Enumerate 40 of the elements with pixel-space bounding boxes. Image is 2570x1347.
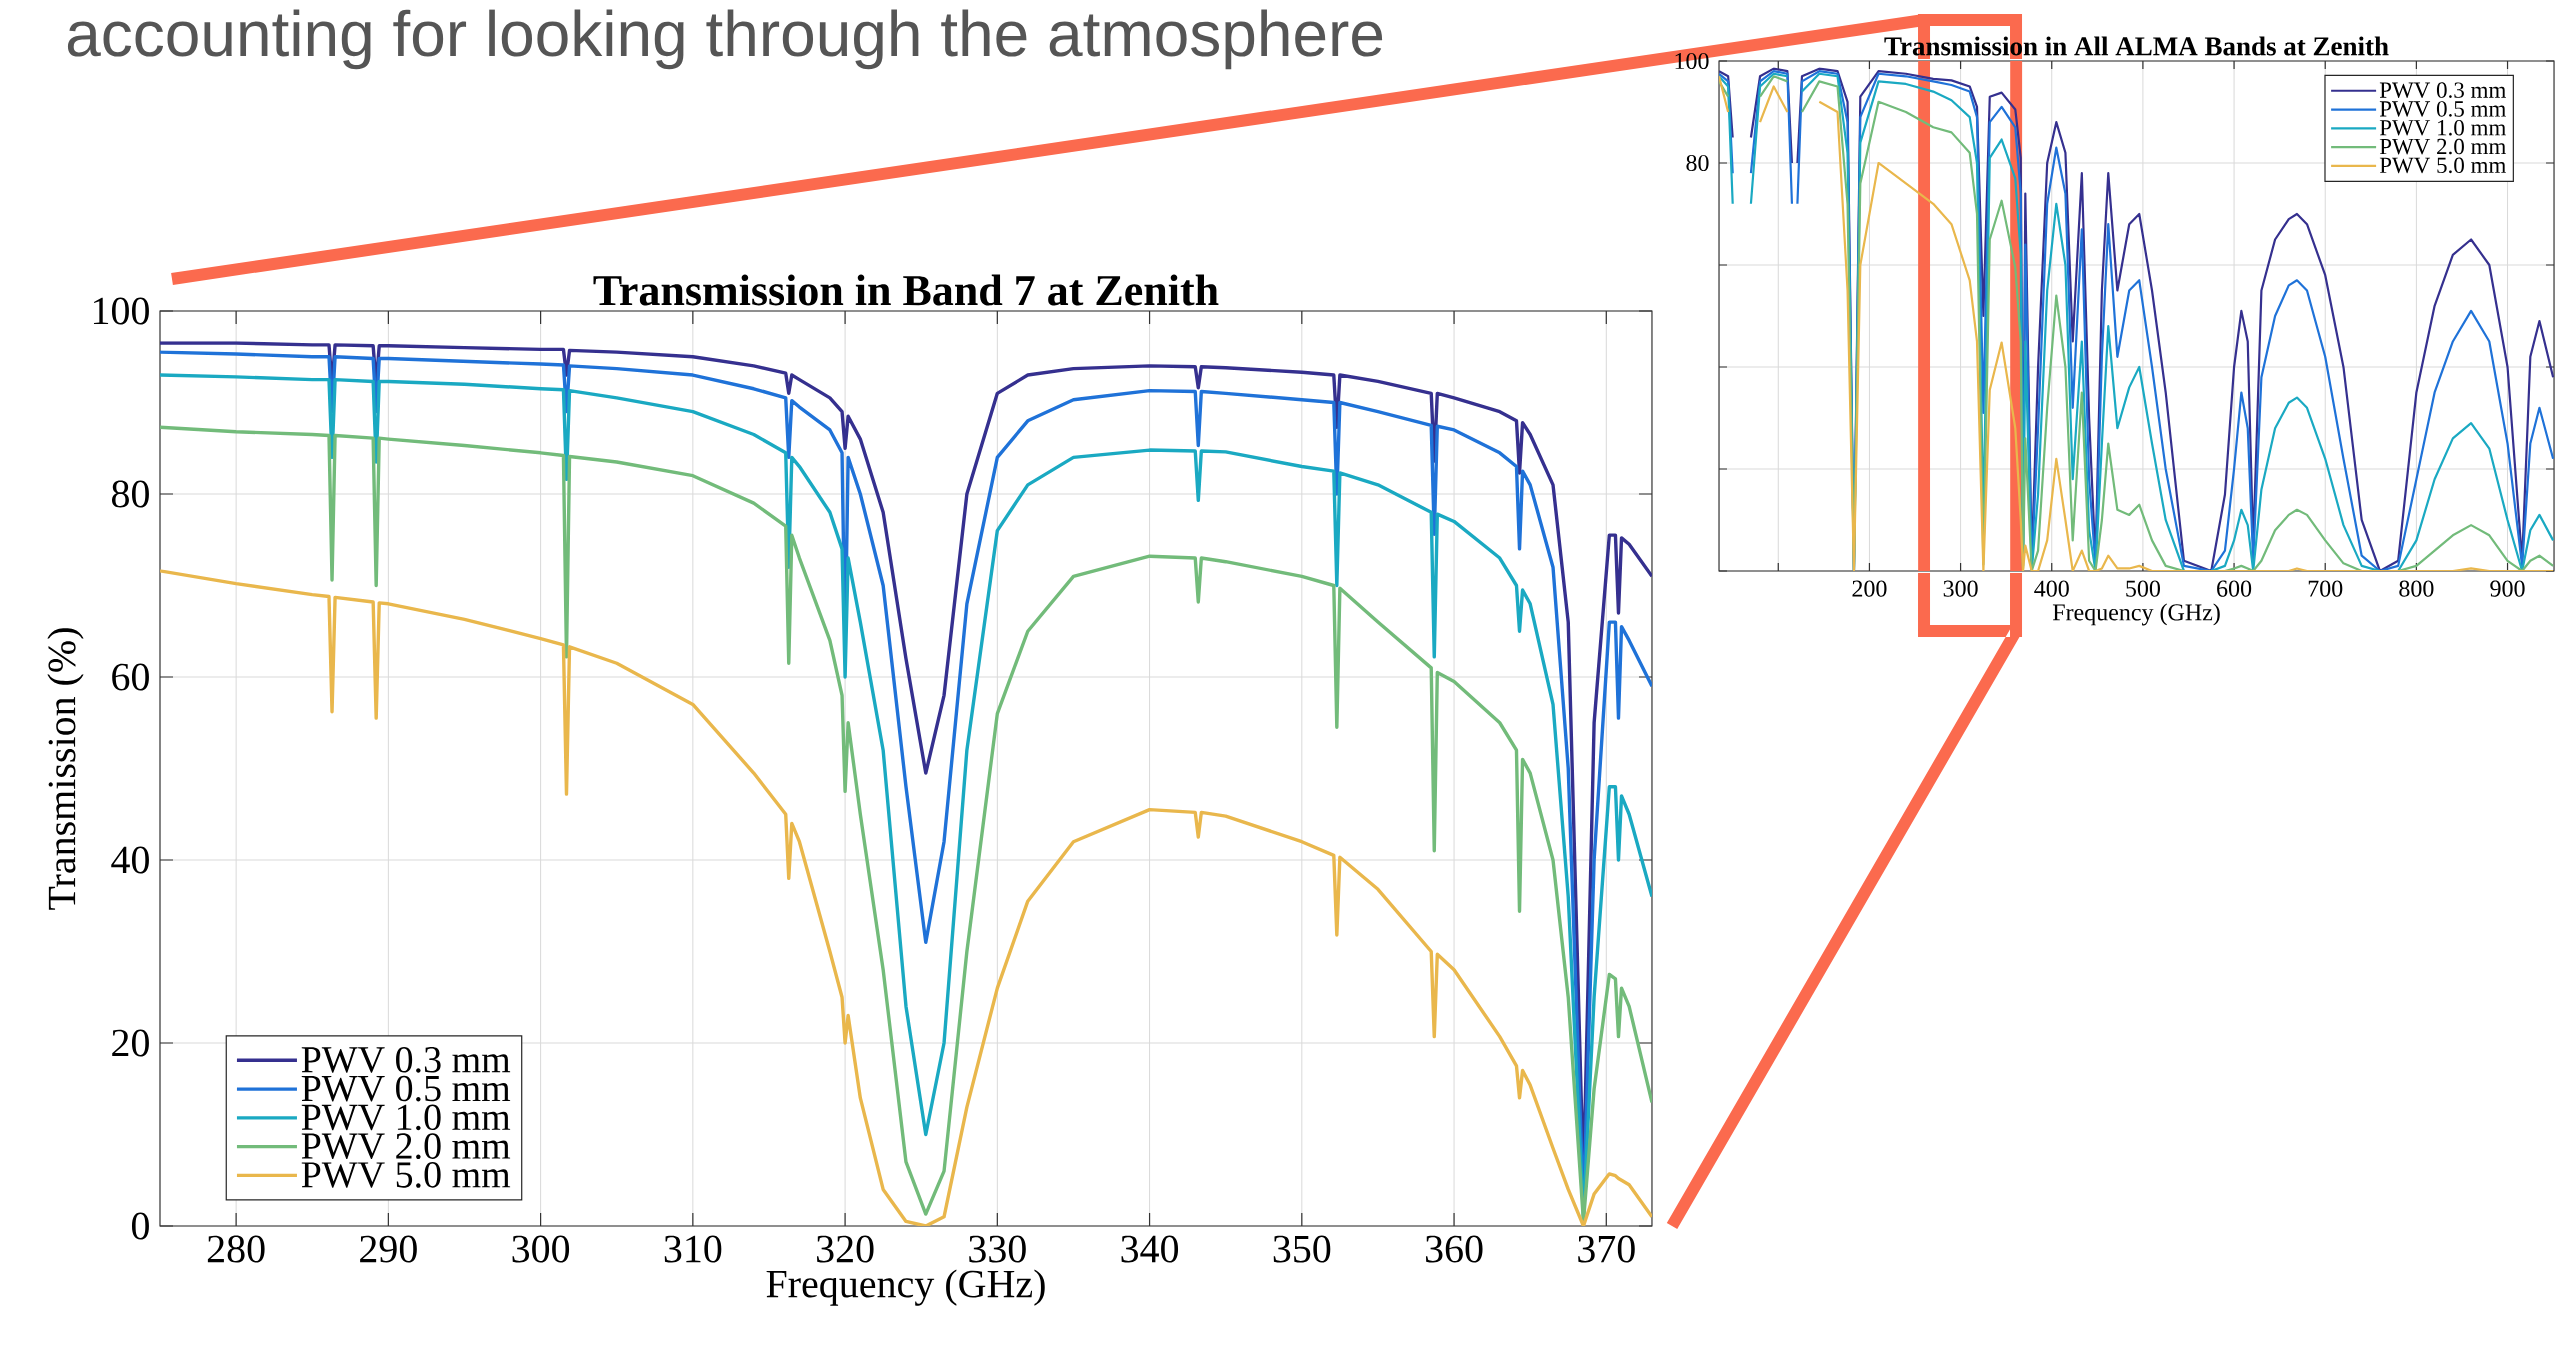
- x-tick-label: 320: [817, 1235, 874, 1263]
- chart-title: Transmission in Band 7 at Zenith: [593, 274, 1219, 306]
- x-tick-label: 900: [2490, 580, 2525, 597]
- x-axis-title: Frequency (GHz): [766, 1269, 1045, 1306]
- x-tick-label: 300: [512, 1235, 570, 1263]
- x-tick-label: 600: [2217, 580, 2252, 597]
- x-tick-label: 370: [1578, 1235, 1635, 1263]
- x-axis-title: Frequency (GHz): [2052, 603, 2220, 626]
- y-tick-label: 0: [131, 1212, 149, 1240]
- legend-label: PWV 5.0 mm: [2379, 157, 2506, 174]
- legend-label: PWV 0.5 mm: [301, 1075, 511, 1102]
- legend-label: PWV 0.3 mm: [301, 1046, 511, 1073]
- text: accounting for looking through the atmosphere: [67, 9, 1383, 70]
- x-tick-label: 350: [1273, 1235, 1331, 1263]
- x-tick-label: 280: [207, 1235, 265, 1263]
- y-tick-label: 40: [111, 846, 149, 874]
- legend-label: PWV 0.3 mm: [2379, 82, 2506, 98]
- legend-label: PWV 0.5 mm: [2379, 101, 2506, 117]
- y-tick-label: 80: [111, 480, 149, 508]
- x-tick-label: 360: [1425, 1235, 1483, 1263]
- legend-label: PWV 2.0 mm: [301, 1133, 511, 1160]
- legend-label: PWV 5.0 mm: [301, 1162, 511, 1188]
- x-tick-label: 340: [1121, 1235, 1179, 1263]
- x-tick-label: 500: [2126, 580, 2160, 597]
- x-tick-label: 290: [360, 1235, 417, 1263]
- y-tick-label: 60: [112, 663, 149, 691]
- x-tick-label: 400: [2034, 580, 2069, 597]
- x-tick-label: 800: [2399, 580, 2434, 597]
- x-tick-label: 700: [2308, 580, 2343, 597]
- x-tick-label: 330: [969, 1235, 1026, 1263]
- y-tick-label: 100: [93, 297, 149, 325]
- legend-label: PWV 1.0 mm: [2379, 119, 2506, 136]
- legend-label: PWV 2.0 mm: [2379, 138, 2506, 155]
- legend-label: PWV 1.0 mm: [301, 1104, 511, 1131]
- x-tick-label: 310: [664, 1235, 722, 1263]
- y-tick-label: 80: [1686, 154, 1709, 172]
- y-tick-label: 20: [112, 1029, 149, 1057]
- x-tick-label: 300: [1943, 580, 1978, 597]
- x-tick-label: 200: [1852, 580, 1887, 597]
- y-axis-title: Transmission (%): [47, 628, 84, 910]
